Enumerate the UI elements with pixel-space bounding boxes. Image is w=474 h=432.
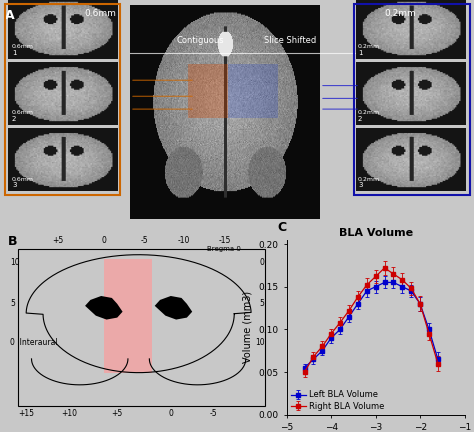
Text: 0: 0 <box>101 236 106 245</box>
Text: 0.2mm: 0.2mm <box>358 111 380 115</box>
Text: -10: -10 <box>178 236 191 245</box>
Text: 3: 3 <box>12 182 17 188</box>
Text: -5: -5 <box>210 409 218 418</box>
Text: Slice Shifted: Slice Shifted <box>264 36 316 45</box>
FancyBboxPatch shape <box>104 259 152 373</box>
Legend: Left BLA Volume, Right BLA Volume: Left BLA Volume, Right BLA Volume <box>291 391 384 410</box>
Text: 0.6mm: 0.6mm <box>12 111 34 115</box>
FancyBboxPatch shape <box>228 64 278 118</box>
Text: 2: 2 <box>12 116 17 122</box>
Text: Contiguous: Contiguous <box>176 36 224 45</box>
Text: Bregma 0: Bregma 0 <box>207 246 240 252</box>
FancyBboxPatch shape <box>188 64 228 118</box>
Text: -15: -15 <box>218 236 230 245</box>
Text: 0: 0 <box>168 409 173 418</box>
Text: B: B <box>8 235 17 248</box>
Text: C: C <box>277 221 286 234</box>
Text: 1: 1 <box>12 50 17 56</box>
Text: 0  Interaural: 0 Interaural <box>10 338 58 347</box>
Text: 5: 5 <box>260 299 264 308</box>
Text: +15: +15 <box>18 409 34 418</box>
Text: 10: 10 <box>255 338 264 347</box>
Text: 10: 10 <box>10 257 20 267</box>
Y-axis label: Volume (mm3): Volume (mm3) <box>243 291 253 363</box>
Text: 0: 0 <box>260 257 264 267</box>
Text: 0.2mm: 0.2mm <box>358 177 380 182</box>
Text: +5: +5 <box>53 236 64 245</box>
Text: 0.6mm: 0.6mm <box>84 9 116 18</box>
Text: +5: +5 <box>111 409 123 418</box>
Text: -5: -5 <box>140 236 148 245</box>
Text: 2: 2 <box>358 116 363 122</box>
Polygon shape <box>155 296 192 320</box>
Title: BLA Volume: BLA Volume <box>338 228 413 238</box>
Text: 3: 3 <box>358 182 363 188</box>
Text: 0.6mm: 0.6mm <box>12 177 34 182</box>
Text: 0.6mm: 0.6mm <box>12 44 34 49</box>
Text: 5: 5 <box>10 299 15 308</box>
Text: 0.2mm: 0.2mm <box>384 9 416 18</box>
Text: 0.2mm: 0.2mm <box>358 44 380 49</box>
Text: 1: 1 <box>358 50 363 56</box>
Text: +10: +10 <box>61 409 77 418</box>
Text: A: A <box>5 9 15 22</box>
Polygon shape <box>85 296 123 320</box>
